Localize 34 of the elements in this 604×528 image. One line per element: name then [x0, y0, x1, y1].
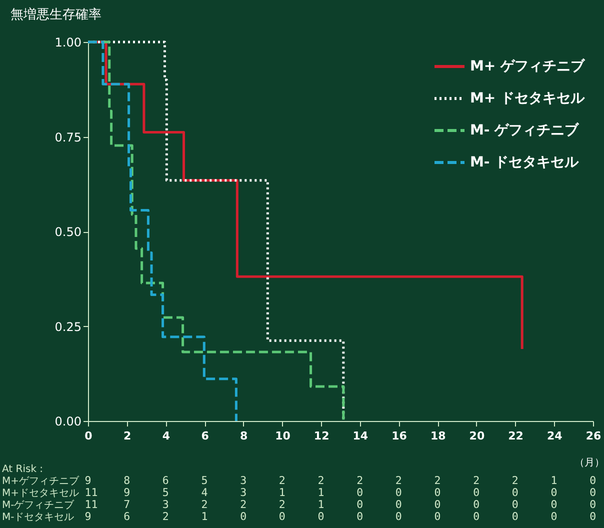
x-axis-title: （月）: [574, 458, 604, 468]
text: At Risk :: [2, 464, 44, 475]
text: M-ドセタキセル: [2, 512, 74, 523]
x-tick-label: 24: [547, 430, 563, 442]
x-tick-label: 2: [124, 430, 132, 442]
x-tick-label: 4: [162, 430, 170, 442]
text: M+ドセタキセル: [2, 488, 80, 499]
y-tick-label: 0.25: [54, 320, 82, 334]
x-tick-label: 16: [392, 430, 408, 442]
legend-label: M- ドセタキセル: [470, 154, 580, 170]
text: 9 6 2 1 0 0 0 0 0 0 0 0 0 0: [84, 510, 596, 523]
text: 9 8 6 5 3 2 2 2 2 2 2 2 1 0: [84, 474, 596, 487]
legend-label: M+ ゲフィチニブ: [470, 58, 586, 74]
x-tick-label: 10: [275, 430, 291, 442]
text: 11 9 5 4 3 1 1 0 0 0 0 0 0 0: [84, 486, 596, 499]
text: 11 7 3 2 2 2 1 0 0 0 0 0 0 0: [84, 498, 596, 511]
x-tick-label: 22: [508, 430, 524, 442]
y-tick-label: 0.00: [54, 414, 82, 428]
x-tick-label: 6: [201, 430, 210, 442]
y-axis-title: 無増悪生存確率: [10, 6, 102, 22]
x-tick-label: 12: [314, 430, 330, 442]
legend-label: M- ゲフィチニブ: [470, 122, 580, 138]
text: M-ゲフィチニブ: [2, 499, 76, 511]
x-tick-label: 18: [430, 430, 446, 442]
x-tick-label: 0: [84, 430, 93, 442]
y-tick-label: 0.50: [54, 225, 82, 239]
x-tick-label: 14: [352, 430, 368, 442]
legend-label: M+ ドセタキセル: [470, 90, 586, 106]
x-tick-label: 26: [586, 430, 602, 442]
text: M+ゲフィチニブ: [2, 475, 80, 487]
x-tick-label: 20: [469, 430, 485, 442]
x-tick-label: 8: [240, 430, 248, 442]
y-tick-label: 0.75: [54, 130, 82, 144]
y-tick-label: 1.00: [54, 36, 82, 50]
